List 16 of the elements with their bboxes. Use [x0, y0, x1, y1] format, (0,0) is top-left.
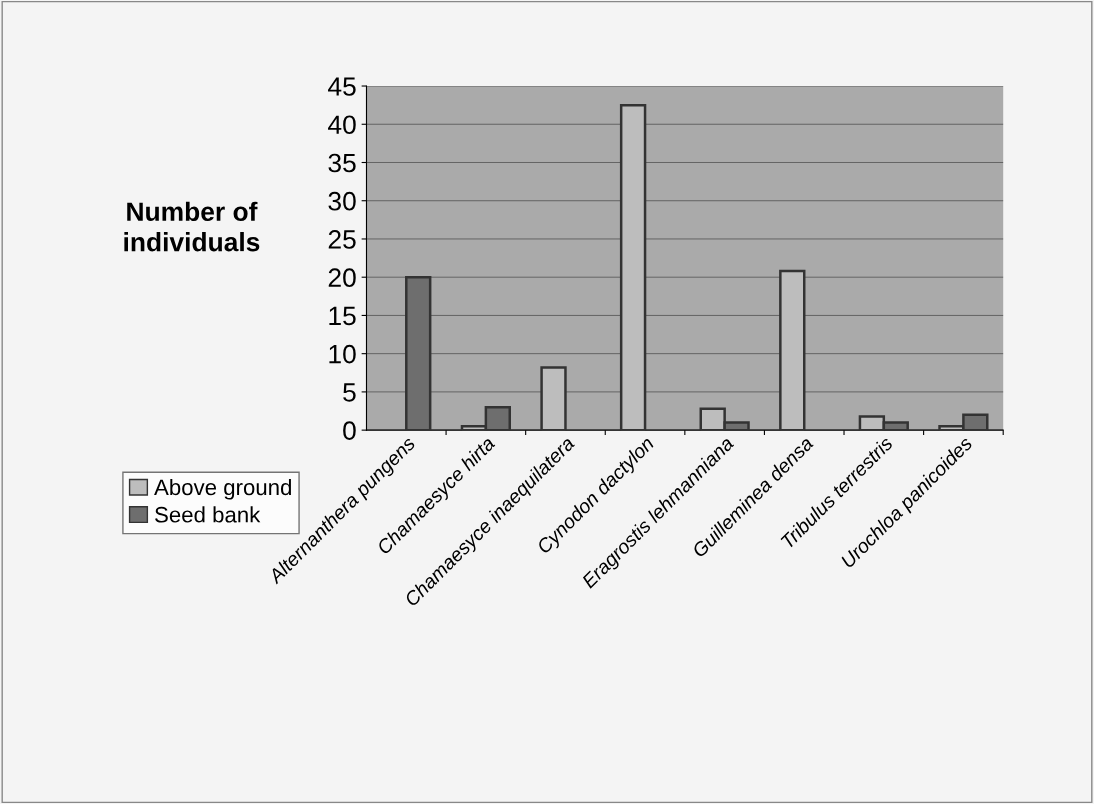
y-tick-label: 35: [328, 153, 356, 173]
y-tick-label: 5: [343, 383, 356, 402]
y-tick-label: 10: [329, 344, 356, 364]
y-tick-label: 15: [329, 306, 356, 326]
y-axis-title: Number of individuals: [124, 201, 260, 252]
legend-label: Seed bank: [155, 506, 261, 523]
y-tick-label: 30: [328, 191, 356, 211]
bar: [540, 366, 567, 431]
y-tick-label: 40: [328, 115, 356, 135]
y-tick-label: 25: [328, 230, 356, 249]
y-tick-label: 45: [328, 77, 356, 96]
y-tick-label: 0: [343, 421, 356, 440]
y-tick-label: 20: [328, 268, 356, 288]
bar: [619, 103, 647, 431]
bar: [405, 275, 432, 431]
bar: [779, 269, 806, 431]
